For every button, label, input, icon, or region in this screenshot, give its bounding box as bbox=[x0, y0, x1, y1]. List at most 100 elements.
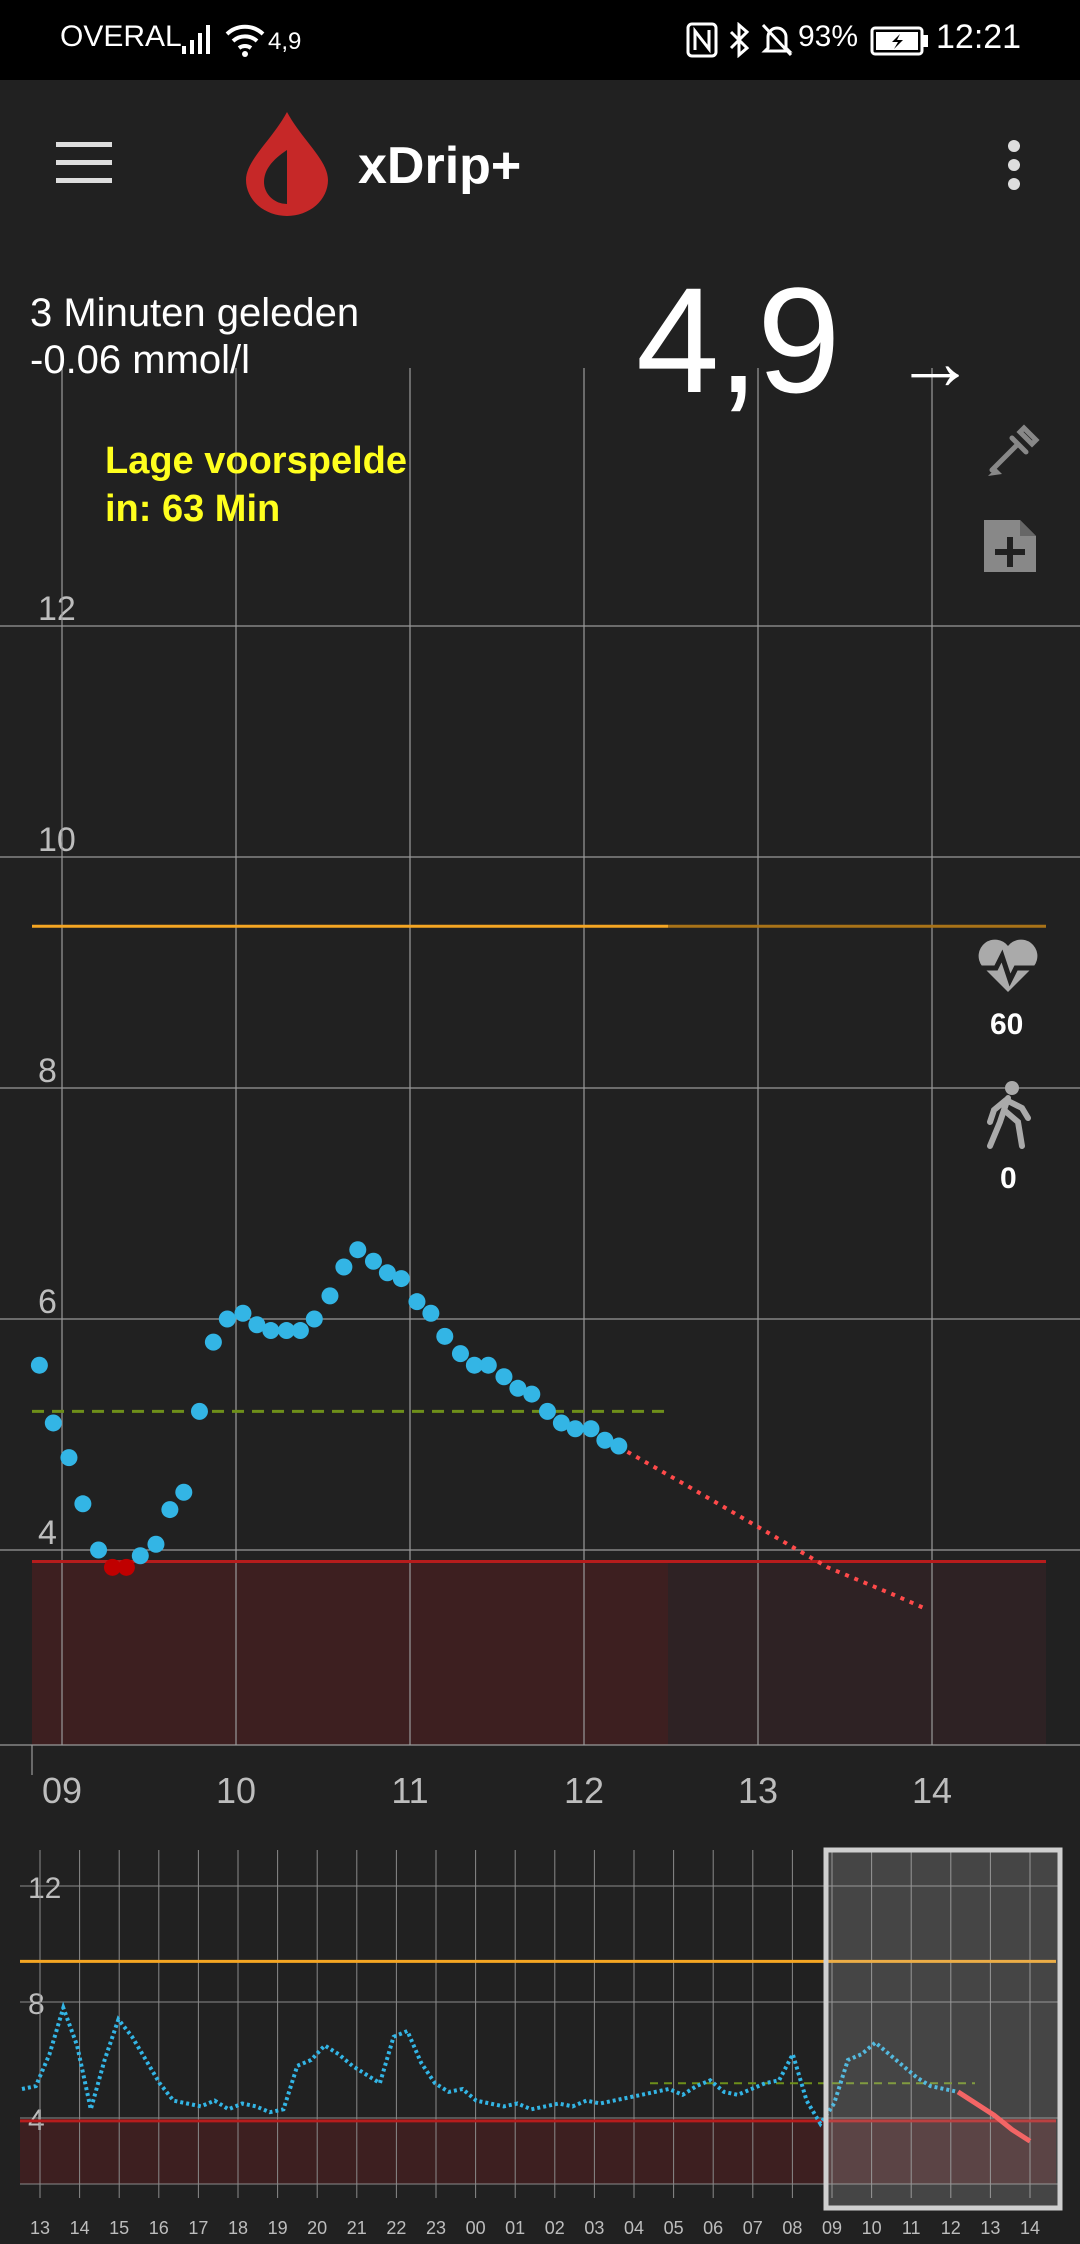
more-vert-icon[interactable] bbox=[1002, 138, 1026, 194]
reading-dot bbox=[131, 1547, 149, 1565]
y-tick-label: 4 bbox=[38, 1514, 57, 1552]
preview-x-tick: 05 bbox=[664, 2218, 684, 2238]
preview-low-band bbox=[20, 2120, 1056, 2184]
preview-x-tick: 19 bbox=[268, 2218, 288, 2238]
low-range-band-future bbox=[668, 1561, 1046, 1745]
reading-dot bbox=[552, 1414, 570, 1432]
preview-x-tick: 13 bbox=[980, 2218, 1000, 2238]
reading-dot bbox=[30, 1356, 48, 1374]
battery-icon bbox=[870, 26, 928, 56]
preview-x-tick: 12 bbox=[941, 2218, 961, 2238]
reading-dot bbox=[582, 1420, 600, 1438]
x-tick-label: 12 bbox=[564, 1770, 604, 1811]
preview-x-tick: 23 bbox=[426, 2218, 446, 2238]
preview-x-tick: 21 bbox=[347, 2218, 367, 2238]
preview-x-tick: 13 bbox=[30, 2218, 50, 2238]
hamburger-menu-icon[interactable] bbox=[54, 140, 114, 186]
x-tick-label: 10 bbox=[216, 1770, 256, 1811]
preview-x-tick: 14 bbox=[70, 2218, 90, 2238]
prediction-curve bbox=[626, 1450, 925, 1610]
preview-x-tick: 17 bbox=[188, 2218, 208, 2238]
reading-dot bbox=[291, 1322, 309, 1340]
x-tick-label: 11 bbox=[391, 1770, 428, 1811]
reading-dot bbox=[495, 1368, 513, 1386]
low-prediction-time: in: 63 Min bbox=[105, 488, 281, 530]
preview-x-tick: 00 bbox=[466, 2218, 486, 2238]
heart-rate-icon bbox=[978, 939, 1038, 992]
preview-x-tick: 06 bbox=[703, 2218, 723, 2238]
bluetooth-icon bbox=[729, 22, 750, 58]
x-tick-label: 09 bbox=[42, 1770, 82, 1811]
reading-dot bbox=[364, 1252, 382, 1270]
reading-dot bbox=[566, 1420, 584, 1438]
preview-x-tick: 22 bbox=[386, 2218, 406, 2238]
status-bar: OVERAL 4,9 93% 12:21 bbox=[0, 0, 1080, 80]
y-tick-label: 8 bbox=[38, 1052, 57, 1090]
reading-dot bbox=[436, 1327, 454, 1345]
preview-y-tick: 12 bbox=[28, 1872, 61, 1905]
reading-dot bbox=[44, 1414, 62, 1432]
preview-viewport-window bbox=[823, 1847, 1063, 2211]
reading-dot bbox=[175, 1483, 193, 1501]
blood-test-icon[interactable] bbox=[982, 420, 1042, 482]
reading-dot bbox=[422, 1304, 440, 1322]
steps-value: 0 bbox=[1000, 1162, 1017, 1195]
preview-x-tick: 03 bbox=[584, 2218, 604, 2238]
y-tick-label: 6 bbox=[38, 1283, 57, 1321]
reading-dot bbox=[248, 1316, 266, 1334]
reading-dot bbox=[147, 1535, 165, 1553]
wifi-icon bbox=[225, 24, 265, 57]
reading-dot bbox=[277, 1322, 295, 1340]
x-tick-label: 13 bbox=[738, 1770, 778, 1811]
y-tick-label: 12 bbox=[38, 590, 76, 628]
carrier-label: OVERAL bbox=[60, 20, 182, 53]
preview-x-tick: 14 bbox=[1020, 2218, 1040, 2238]
preview-reading-line bbox=[21, 2001, 959, 2128]
preview-x-tick: 09 bbox=[822, 2218, 842, 2238]
low-reading-dot bbox=[117, 1558, 135, 1576]
reading-dot bbox=[509, 1379, 527, 1397]
battery-percent: 93% bbox=[798, 20, 859, 53]
signal-icon bbox=[182, 25, 210, 54]
walking-icon bbox=[987, 1081, 1031, 1149]
reading-dot bbox=[479, 1356, 497, 1374]
low-prediction-label: Lage voorspelde bbox=[105, 440, 407, 482]
reading-dot bbox=[305, 1310, 323, 1328]
app-title: xDrip+ bbox=[358, 137, 522, 195]
reading-dot bbox=[60, 1449, 78, 1467]
reading-dot bbox=[190, 1402, 208, 1420]
wifi-value: 4,9 bbox=[268, 28, 302, 55]
preview-x-tick: 04 bbox=[624, 2218, 644, 2238]
blood-drop-icon bbox=[246, 112, 328, 216]
glucose-value: 4,9 bbox=[636, 256, 841, 424]
bg-main-chart[interactable]: 4 6 8 10 12 09 10 11 12 13 14 bbox=[0, 250, 1080, 1820]
reading-dot bbox=[74, 1495, 92, 1513]
preview-x-tick: 07 bbox=[743, 2218, 763, 2238]
reading-dot bbox=[234, 1304, 252, 1322]
preview-x-tick: 02 bbox=[545, 2218, 565, 2238]
clock: 12:21 bbox=[936, 18, 1022, 56]
reading-dot bbox=[262, 1322, 280, 1340]
preview-prediction bbox=[956, 2089, 1032, 2144]
reading-dot bbox=[349, 1241, 367, 1259]
reading-dot bbox=[204, 1333, 222, 1351]
preview-x-tick: 16 bbox=[149, 2218, 169, 2238]
preview-x-tick: 08 bbox=[782, 2218, 802, 2238]
reading-dot bbox=[218, 1310, 236, 1328]
app-toolbar: xDrip+ bbox=[0, 80, 1080, 250]
reading-dot bbox=[465, 1356, 483, 1374]
reading-dot bbox=[596, 1431, 614, 1449]
time-since-reading: 3 Minuten geleden bbox=[30, 291, 360, 335]
preview-y-tick: 8 bbox=[28, 1988, 45, 2021]
reading-dot bbox=[392, 1270, 410, 1288]
reading-dot bbox=[161, 1501, 179, 1519]
reading-dot bbox=[408, 1293, 426, 1311]
low-range-band bbox=[32, 1561, 668, 1745]
add-note-icon[interactable] bbox=[982, 516, 1038, 576]
preview-x-tick: 15 bbox=[109, 2218, 129, 2238]
y-tick-label: 10 bbox=[38, 821, 76, 859]
preview-x-tick: 18 bbox=[228, 2218, 248, 2238]
x-tick-label: 14 bbox=[912, 1770, 952, 1811]
preview-x-tick: 20 bbox=[307, 2218, 327, 2238]
